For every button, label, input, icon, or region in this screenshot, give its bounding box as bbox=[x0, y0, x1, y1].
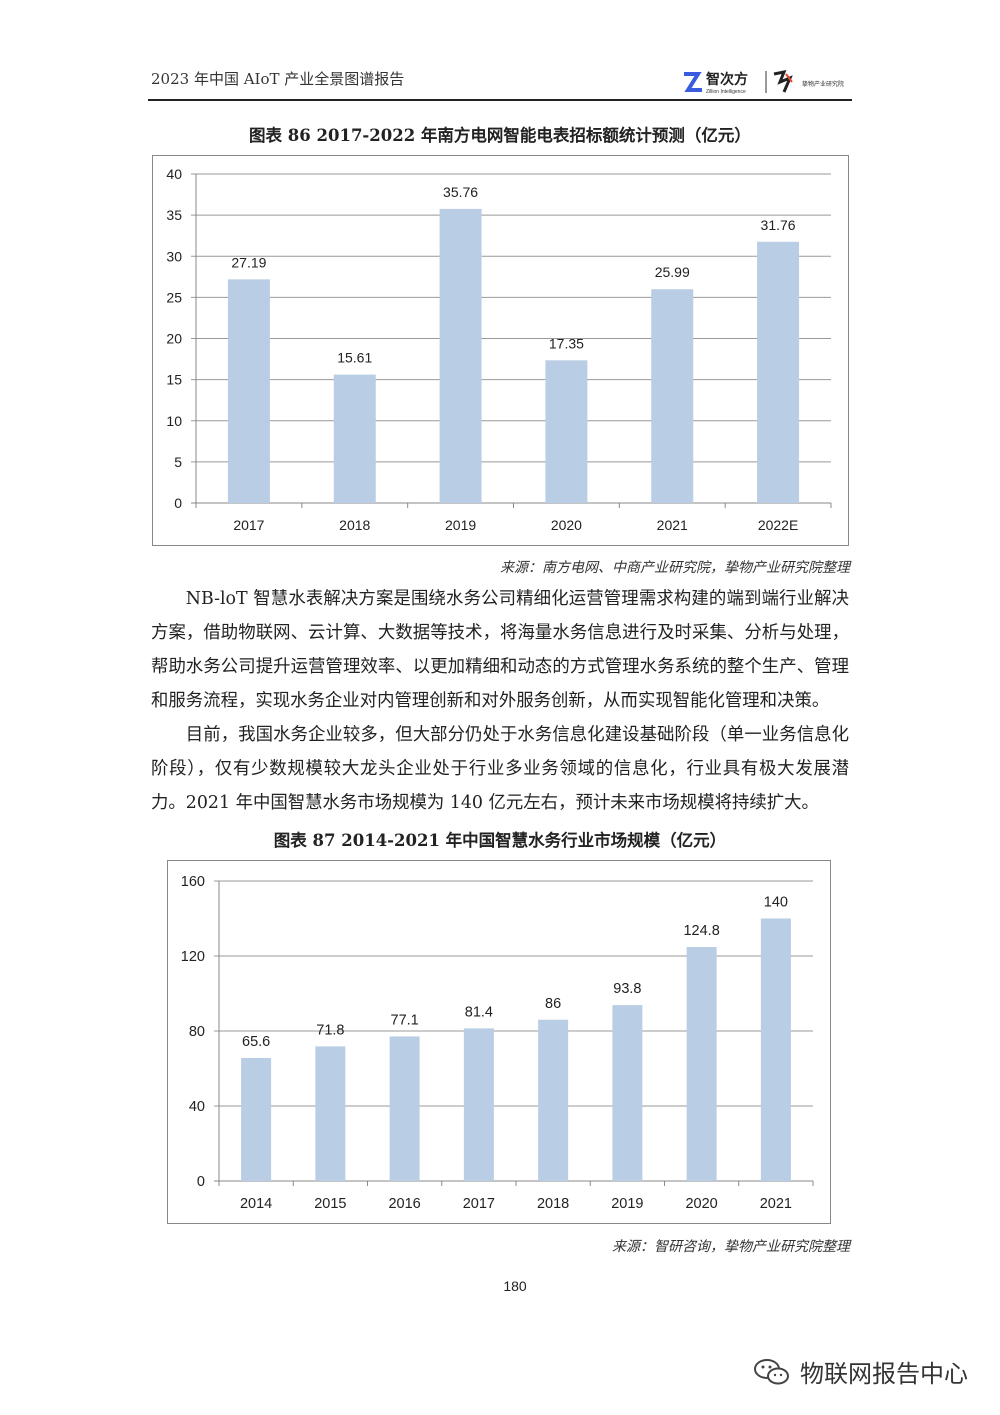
data-label: 93.8 bbox=[613, 981, 641, 997]
page-number: 180 bbox=[503, 1278, 527, 1294]
figure87-source: 来源：智研咨询，挚物产业研究院整理 bbox=[612, 1239, 850, 1255]
y-tick-label: 0 bbox=[197, 1174, 205, 1190]
data-label: 71.8 bbox=[316, 1022, 344, 1038]
data-label: 35.76 bbox=[443, 184, 478, 200]
header-divider bbox=[148, 99, 852, 101]
zhicifang-logo-icon: 智次方 Zillion Intelligence 挚物产业研究院 bbox=[684, 69, 844, 95]
x-tick-label: 2020 bbox=[551, 517, 582, 533]
data-label: 77.1 bbox=[391, 1012, 419, 1028]
paragraph-2: 目前，我国水务企业较多，但大部分仍处于水务信息化建设基础阶段（单一业务信息化阶段… bbox=[151, 725, 849, 813]
x-tick-label: 2022E bbox=[758, 517, 798, 533]
y-tick-label: 30 bbox=[166, 248, 182, 264]
data-label: 15.61 bbox=[337, 350, 372, 366]
data-label: 25.99 bbox=[655, 264, 690, 280]
y-tick-label: 15 bbox=[166, 372, 182, 388]
x-tick-label: 2016 bbox=[388, 1196, 420, 1212]
x-tick-label: 2014 bbox=[240, 1196, 272, 1212]
x-tick-label: 2018 bbox=[339, 517, 370, 533]
header-logo: 智次方 Zillion Intelligence 挚物产业研究院 bbox=[680, 68, 852, 96]
y-tick-label: 160 bbox=[181, 874, 205, 890]
chart87: 0 40 80 120 160 65.6 2014 71.8 2015 77.1 2016 81.4 2… bbox=[181, 874, 814, 1212]
watermark-text: 物联网报告中心 bbox=[800, 1360, 968, 1388]
x-tick-label: 2019 bbox=[611, 1196, 643, 1212]
data-label: 65.6 bbox=[242, 1034, 270, 1050]
bar-2015 bbox=[315, 1046, 346, 1181]
bar-2021 bbox=[651, 289, 694, 503]
bar-2019 bbox=[612, 1005, 643, 1181]
paragraph-1: NB-loT 智慧水表解决方案是围绕水务公司精细化运营管理需求构建的端到端行业解… bbox=[151, 589, 849, 711]
wechat-icon bbox=[754, 1358, 789, 1384]
bar-2017 bbox=[463, 1028, 494, 1181]
x-tick-label: 2015 bbox=[314, 1196, 346, 1212]
bar-2016 bbox=[389, 1036, 420, 1181]
y-tick-label: 20 bbox=[166, 331, 182, 347]
y-tick-label: 0 bbox=[174, 495, 182, 511]
figure86-title: 图表 86 2017-2022 年南方电网智能电表招标额统计预测（亿元） bbox=[249, 126, 751, 145]
bar-2019 bbox=[439, 208, 482, 503]
data-label: 124.8 bbox=[683, 923, 719, 939]
y-tick-label: 35 bbox=[166, 207, 182, 223]
data-label: 27.19 bbox=[231, 254, 266, 270]
x-tick-label: 2017 bbox=[233, 517, 264, 533]
bar-2021 bbox=[760, 918, 791, 1181]
logo-text: 智次方 bbox=[705, 71, 748, 87]
x-tick-label: 2021 bbox=[657, 517, 688, 533]
data-label: 17.35 bbox=[549, 335, 584, 351]
data-label: 140 bbox=[764, 895, 788, 911]
x-tick-label: 2021 bbox=[760, 1196, 792, 1212]
y-tick-label: 40 bbox=[189, 1099, 205, 1115]
logo2-text: 挚物产业研究院 bbox=[802, 80, 844, 88]
watermark: 物联网报告中心 bbox=[752, 1354, 968, 1389]
x-tick-label: 2020 bbox=[685, 1196, 717, 1212]
y-tick-label: 80 bbox=[189, 1024, 205, 1040]
report-header-title: 2023 年中国 AIoT 产业全景图谱报告 bbox=[151, 70, 405, 88]
bar-2014 bbox=[241, 1058, 272, 1181]
x-tick-label: 2017 bbox=[463, 1196, 495, 1212]
bar-2022E bbox=[757, 241, 800, 504]
figure87-title: 图表 87 2014-2021 年中国智慧水务行业市场规模（亿元） bbox=[273, 831, 727, 850]
x-tick-label: 2018 bbox=[537, 1196, 569, 1212]
data-label: 31.76 bbox=[761, 217, 796, 233]
bar-2020 bbox=[686, 947, 717, 1181]
y-tick-label: 10 bbox=[166, 413, 182, 429]
y-tick-label: 5 bbox=[174, 454, 182, 470]
y-tick-label: 25 bbox=[166, 289, 182, 305]
bar-2017 bbox=[227, 279, 270, 503]
chart87-frame: 0 40 80 120 160 65.6 2014 71.8 2015 77.1 2016 81.4 2… bbox=[167, 860, 831, 1224]
logo-subtext: Zillion Intelligence bbox=[706, 89, 746, 95]
y-tick-label: 40 bbox=[166, 166, 182, 182]
chart86: 0 5 10 15 20 25 30 35 40 27.19 2017 15.61 2018 35.76 2… bbox=[166, 166, 832, 533]
y-tick-label: 120 bbox=[181, 949, 205, 965]
data-label: 81.4 bbox=[465, 1004, 493, 1020]
x-tick-label: 2019 bbox=[445, 517, 476, 533]
bar-2020 bbox=[545, 360, 588, 503]
data-label: 86 bbox=[545, 996, 561, 1012]
bar-2018 bbox=[333, 374, 376, 503]
bar-2018 bbox=[538, 1019, 569, 1181]
figure86-source: 来源：南方电网、中商产业研究院，挚物产业研究院整理 bbox=[500, 560, 850, 576]
chart86-frame: 0 5 10 15 20 25 30 35 40 27.19 2017 15.61 2018 35.76 2… bbox=[152, 155, 849, 546]
